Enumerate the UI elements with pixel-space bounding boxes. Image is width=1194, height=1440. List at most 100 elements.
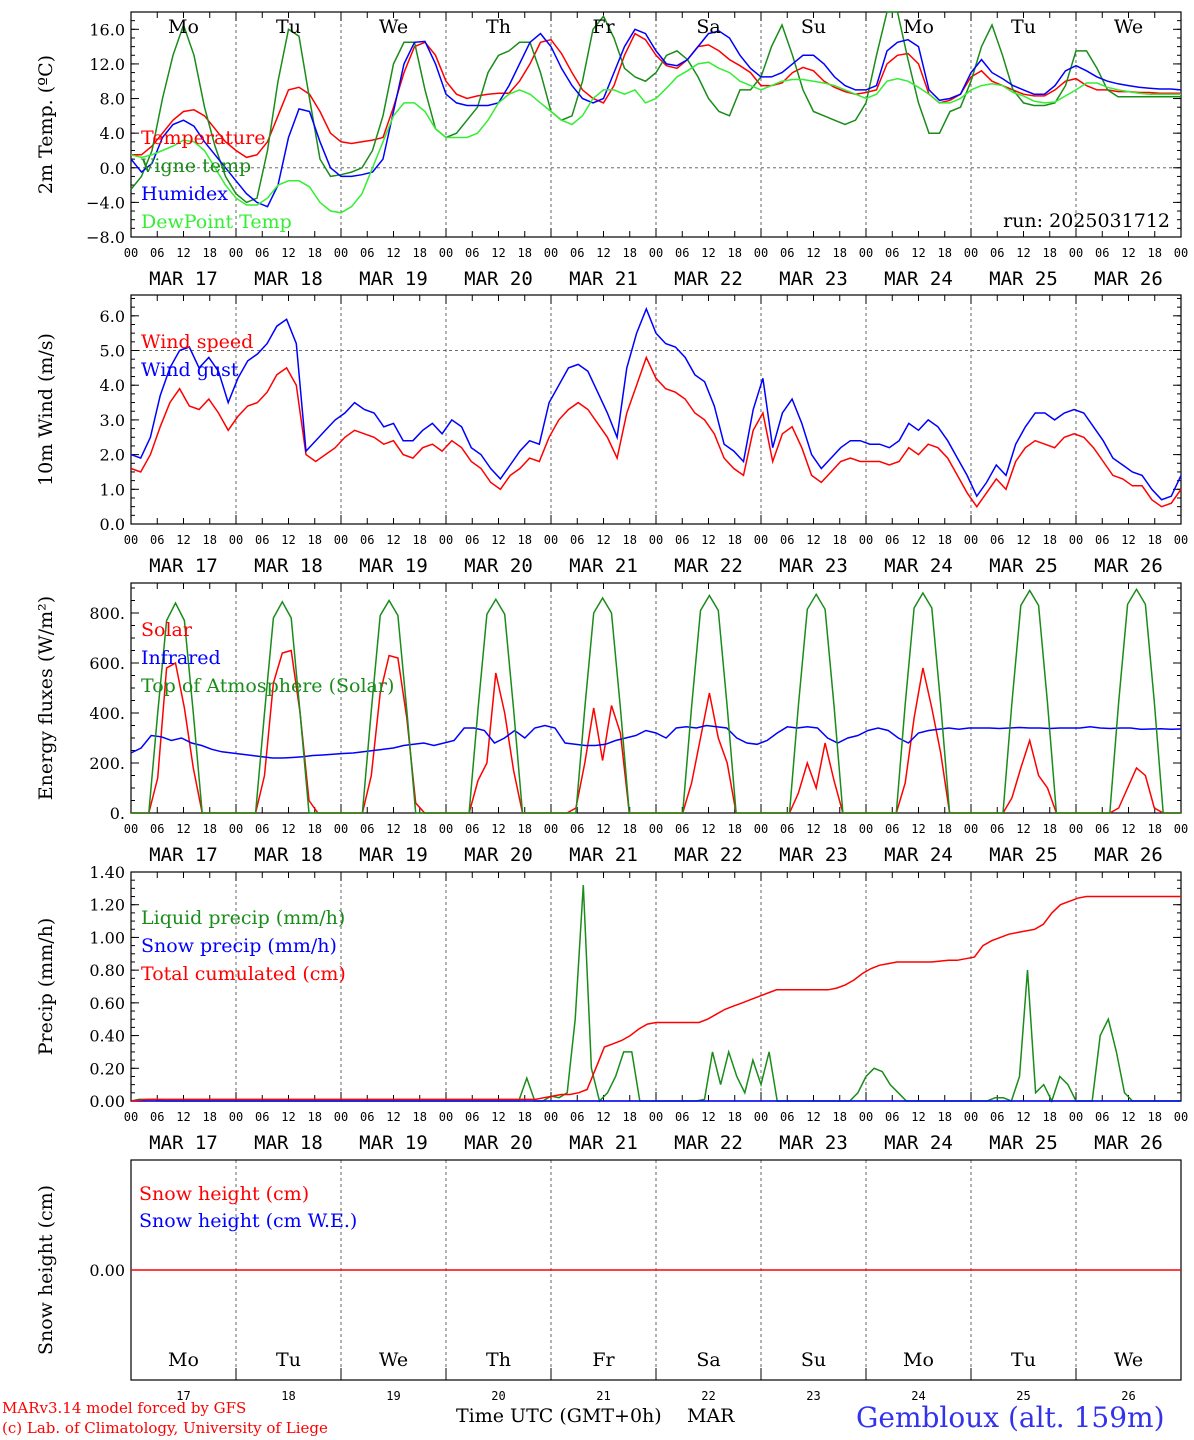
x-date-label: MAR 25 <box>989 555 1058 577</box>
x-hour-label: 06 <box>570 1110 584 1124</box>
x-hour-label: 00 <box>124 533 138 547</box>
x-hour-label: 12 <box>386 246 400 260</box>
series-line-vigne-temp <box>130 11 1181 204</box>
x-hour-label: 06 <box>780 1110 794 1124</box>
day-number-label: 17 <box>176 1389 190 1403</box>
x-date-label: MAR 19 <box>359 844 428 866</box>
series-line-humidex <box>130 28 1182 208</box>
y-tick-label: 200. <box>89 754 125 773</box>
x-hour-label: 00 <box>544 246 558 260</box>
x-hour-label: 06 <box>1095 1110 1109 1124</box>
x-hour-label: 18 <box>623 246 637 260</box>
x-hour-label: 06 <box>885 246 899 260</box>
x-hour-label: 06 <box>570 533 584 547</box>
x-hour-label: 18 <box>308 822 322 836</box>
weekday-label: Tu <box>1011 1349 1036 1371</box>
x-hour-label: 00 <box>964 246 978 260</box>
x-hour-label: 18 <box>413 822 427 836</box>
legend-entry: Total cumulated (cm) <box>141 963 346 985</box>
x-date-label: MAR 26 <box>1094 844 1163 866</box>
x-hour-label: 18 <box>518 533 532 547</box>
x-axis-month: MAR <box>687 1405 735 1427</box>
y-tick-label: 6.0 <box>100 307 125 326</box>
x-date-label: MAR 21 <box>569 555 638 577</box>
x-hour-label: 18 <box>1043 822 1057 836</box>
day-number-label: 22 <box>701 1389 715 1403</box>
legend-entry: Vigne temp <box>140 155 251 177</box>
x-hour-label: 06 <box>255 1110 269 1124</box>
x-date-label: MAR 18 <box>254 844 323 866</box>
x-hour-label: 12 <box>596 1110 610 1124</box>
y-tick-label: 8.0 <box>100 90 125 109</box>
y-tick-label: 4.0 <box>100 376 125 395</box>
x-hour-label: 06 <box>885 1110 899 1124</box>
x-hour-label: 06 <box>1095 822 1109 836</box>
x-hour-label: 06 <box>675 822 689 836</box>
weekday-label: Mo <box>903 1349 934 1371</box>
x-hour-label: 00 <box>859 246 873 260</box>
series-line-top-of-atmosphere-solar- <box>131 587 1181 814</box>
y-tick-label: 0.20 <box>89 1059 125 1078</box>
x-hour-label: 18 <box>1148 246 1162 260</box>
x-hour-label: 18 <box>833 822 847 836</box>
x-hour-label: 12 <box>701 246 715 260</box>
y-tick-label: 0.80 <box>89 961 125 980</box>
x-hour-label: 00 <box>649 822 663 836</box>
x-hour-label: 06 <box>990 1110 1004 1124</box>
x-date-label: MAR 23 <box>779 555 848 577</box>
plot-frame <box>130 11 1182 238</box>
x-hour-label: 00 <box>229 246 243 260</box>
weekday-label: Tu <box>276 16 301 38</box>
y-tick-label: 1.0 <box>100 480 125 499</box>
x-hour-label: 12 <box>281 246 295 260</box>
panel-2: 6.0 5.0 4.0 3.0 2.0 1.0 0.0 10m Wind (m/s) 00 06 1… <box>35 294 1188 577</box>
x-hour-label: 06 <box>780 246 794 260</box>
y-tick-label: 0.0 <box>100 515 125 534</box>
model-credit: MARv3.14 model forced by GFS <box>2 1399 247 1417</box>
x-hour-label: 18 <box>518 1110 532 1124</box>
x-hour-label: 06 <box>1095 246 1109 260</box>
legend-entry: DewPoint Temp <box>141 211 292 233</box>
x-hour-label: 06 <box>990 533 1004 547</box>
x-hour-label: 00 <box>124 822 138 836</box>
x-hour-label: 00 <box>754 533 768 547</box>
series-line-wind-speed <box>130 355 1182 509</box>
location-title: Gembloux (alt. 159m) <box>856 1401 1165 1434</box>
x-hour-label: 06 <box>150 246 164 260</box>
x-hour-label: 12 <box>701 533 715 547</box>
x-date-label: MAR 20 <box>464 555 533 577</box>
x-hour-label: 18 <box>623 822 637 836</box>
x-hour-label: 18 <box>1043 246 1057 260</box>
y-tick-label: 0.00 <box>89 1261 125 1280</box>
x-date-label: MAR 21 <box>569 268 638 290</box>
x-hour-label: 12 <box>806 1110 820 1124</box>
x-hour-label: 12 <box>491 1110 505 1124</box>
series-line-total-cumulated-cm- <box>130 895 1181 1102</box>
x-hour-label: 12 <box>1121 246 1135 260</box>
x-hour-label: 00 <box>544 822 558 836</box>
x-hour-label: 12 <box>701 1110 715 1124</box>
x-date-label: MAR 20 <box>464 268 533 290</box>
x-hour-label: 06 <box>1095 533 1109 547</box>
x-hour-label: 12 <box>911 1110 925 1124</box>
x-hour-label: 00 <box>229 1110 243 1124</box>
y-tick-label: 3.0 <box>100 411 125 430</box>
x-hour-label: 06 <box>360 533 374 547</box>
x-hour-label: 12 <box>596 246 610 260</box>
y-tick-label: 0.60 <box>89 994 125 1013</box>
y-axis-label: Snow height (cm) <box>35 1185 57 1355</box>
x-hour-label: 00 <box>544 533 558 547</box>
x-hour-label: 18 <box>938 533 952 547</box>
x-date-label: MAR 18 <box>254 1132 323 1154</box>
day-number-label: 20 <box>491 1389 505 1403</box>
x-hour-label: 12 <box>1121 533 1135 547</box>
x-hour-label: 06 <box>150 533 164 547</box>
y-tick-label: 16.0 <box>89 20 125 39</box>
x-hour-label: 12 <box>806 822 820 836</box>
x-date-label: MAR 22 <box>674 268 743 290</box>
x-hour-label: 18 <box>938 246 952 260</box>
x-hour-label: 06 <box>780 533 794 547</box>
legend-entry: Liquid precip (mm/h) <box>141 907 345 929</box>
x-hour-label: 00 <box>229 533 243 547</box>
